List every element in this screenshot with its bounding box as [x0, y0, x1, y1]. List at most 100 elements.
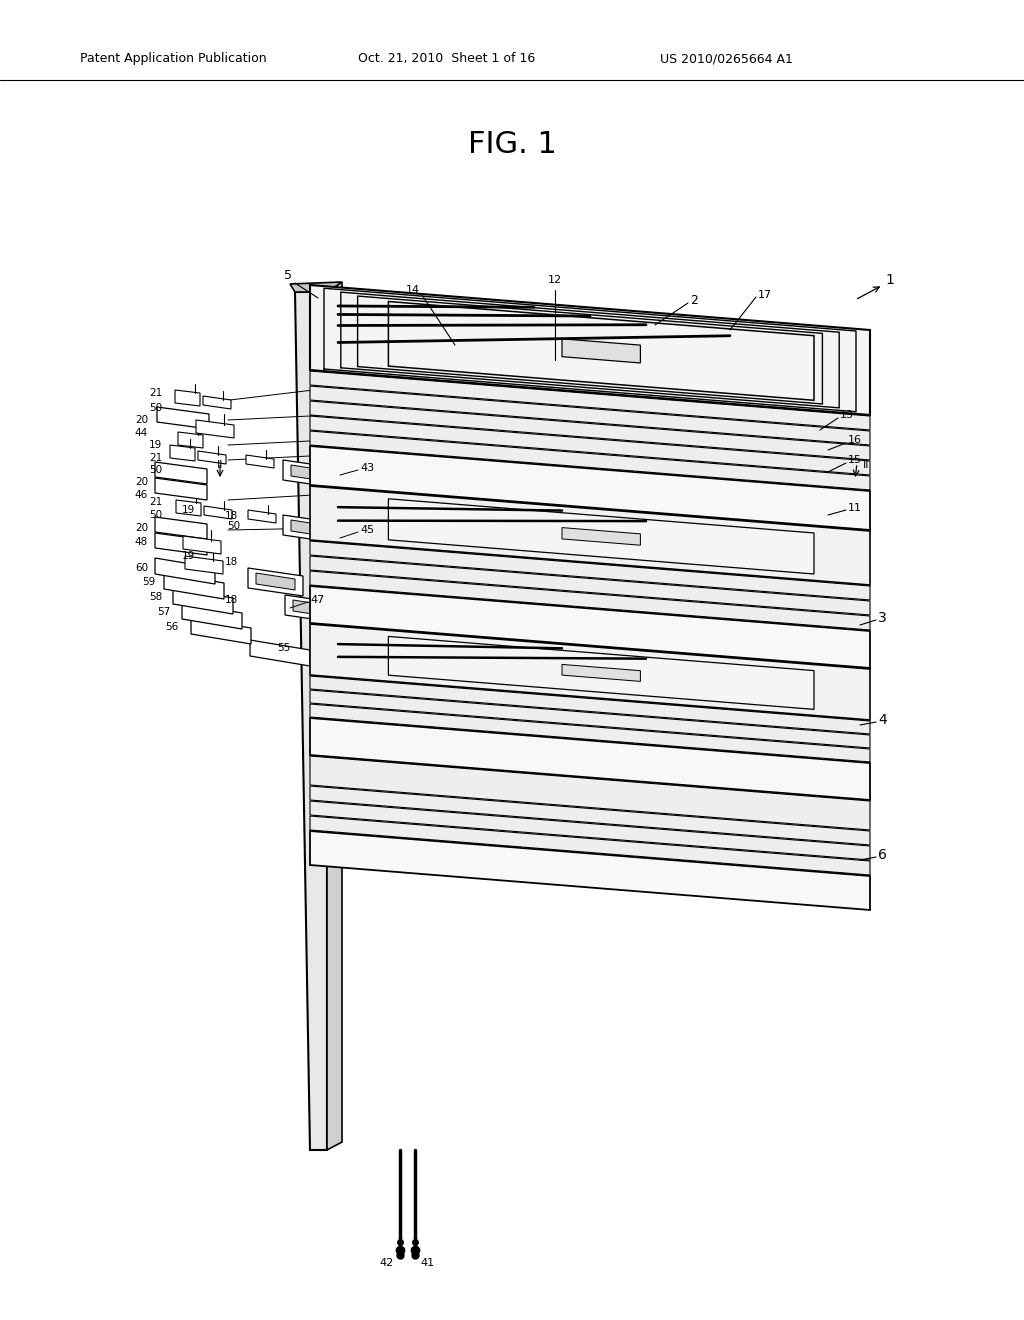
- Text: 59: 59: [141, 577, 155, 587]
- Polygon shape: [388, 301, 814, 400]
- Polygon shape: [562, 339, 640, 363]
- Polygon shape: [530, 661, 672, 685]
- Text: 50: 50: [148, 403, 162, 413]
- Text: 58: 58: [148, 591, 162, 602]
- Text: 20: 20: [135, 414, 148, 425]
- Polygon shape: [310, 690, 870, 748]
- Polygon shape: [291, 465, 330, 482]
- Polygon shape: [562, 664, 640, 681]
- Polygon shape: [185, 556, 223, 574]
- Polygon shape: [495, 326, 708, 376]
- Polygon shape: [310, 624, 870, 719]
- Text: 21: 21: [148, 388, 162, 399]
- Polygon shape: [310, 572, 870, 630]
- Text: 43: 43: [360, 463, 374, 473]
- Text: 16: 16: [848, 436, 862, 445]
- Text: 42: 42: [380, 1258, 394, 1269]
- Polygon shape: [291, 520, 330, 537]
- Polygon shape: [283, 515, 338, 543]
- Polygon shape: [310, 432, 870, 490]
- Text: 20: 20: [135, 523, 148, 533]
- Polygon shape: [310, 718, 870, 800]
- Polygon shape: [182, 603, 242, 630]
- Text: 19: 19: [181, 550, 195, 561]
- Text: 3: 3: [878, 611, 887, 624]
- Polygon shape: [155, 517, 207, 539]
- Text: 41: 41: [420, 1258, 434, 1269]
- Polygon shape: [248, 568, 303, 597]
- Text: 21: 21: [148, 453, 162, 463]
- Polygon shape: [196, 420, 234, 438]
- Text: 15: 15: [848, 455, 862, 465]
- Text: 56: 56: [165, 622, 178, 632]
- Polygon shape: [460, 648, 743, 697]
- Text: Oct. 21, 2010  Sheet 1 of 16: Oct. 21, 2010 Sheet 1 of 16: [358, 51, 536, 65]
- Polygon shape: [175, 389, 200, 407]
- Text: 1: 1: [885, 273, 894, 286]
- Text: 18: 18: [224, 595, 238, 605]
- Text: 6: 6: [878, 847, 887, 862]
- Text: 2: 2: [690, 293, 698, 306]
- Polygon shape: [441, 314, 761, 388]
- Text: 57: 57: [157, 607, 170, 616]
- Polygon shape: [388, 499, 814, 574]
- Text: 48: 48: [135, 537, 148, 546]
- Polygon shape: [293, 601, 332, 616]
- Polygon shape: [178, 432, 203, 447]
- Polygon shape: [285, 595, 340, 623]
- Polygon shape: [183, 536, 221, 554]
- Text: 20: 20: [135, 477, 148, 487]
- Text: 45: 45: [360, 525, 374, 535]
- Text: 44: 44: [135, 428, 148, 438]
- Text: 47: 47: [310, 595, 325, 605]
- Polygon shape: [283, 459, 338, 488]
- Polygon shape: [310, 486, 870, 585]
- Polygon shape: [310, 816, 870, 875]
- Polygon shape: [246, 455, 274, 469]
- Text: 18: 18: [224, 511, 238, 521]
- Polygon shape: [250, 640, 310, 667]
- Polygon shape: [562, 528, 640, 545]
- Polygon shape: [295, 292, 327, 1150]
- Polygon shape: [348, 525, 403, 553]
- Text: Patent Application Publication: Patent Application Publication: [80, 51, 266, 65]
- Polygon shape: [256, 573, 295, 590]
- Polygon shape: [310, 401, 870, 459]
- Polygon shape: [164, 573, 224, 599]
- Polygon shape: [530, 524, 672, 549]
- Polygon shape: [310, 586, 870, 668]
- Text: 46: 46: [135, 490, 148, 500]
- Text: 18: 18: [224, 557, 238, 568]
- Text: 50: 50: [148, 510, 162, 520]
- Text: 55: 55: [276, 643, 290, 653]
- Polygon shape: [310, 416, 870, 475]
- Polygon shape: [176, 500, 201, 516]
- Text: FIG. 1: FIG. 1: [468, 129, 556, 158]
- Polygon shape: [327, 282, 342, 1150]
- Text: 11: 11: [848, 503, 862, 513]
- Polygon shape: [248, 510, 276, 523]
- Polygon shape: [460, 511, 743, 561]
- Polygon shape: [310, 832, 870, 909]
- Polygon shape: [388, 636, 814, 709]
- Polygon shape: [198, 451, 226, 465]
- Text: 19: 19: [148, 440, 162, 450]
- Text: 5: 5: [284, 269, 292, 282]
- Polygon shape: [155, 478, 207, 500]
- Polygon shape: [310, 801, 870, 861]
- Text: Ⅱ: Ⅱ: [217, 459, 223, 470]
- Text: Ⅱ: Ⅱ: [863, 459, 868, 470]
- Text: 60: 60: [135, 564, 148, 573]
- Polygon shape: [155, 462, 207, 484]
- Polygon shape: [310, 541, 870, 601]
- Text: 50: 50: [227, 521, 240, 531]
- Polygon shape: [310, 556, 870, 615]
- Text: 14: 14: [406, 285, 420, 294]
- Polygon shape: [310, 285, 870, 414]
- Polygon shape: [170, 445, 195, 461]
- Text: 12: 12: [548, 275, 562, 285]
- Polygon shape: [155, 558, 215, 583]
- Polygon shape: [310, 371, 870, 430]
- Polygon shape: [203, 396, 231, 409]
- Polygon shape: [310, 385, 870, 445]
